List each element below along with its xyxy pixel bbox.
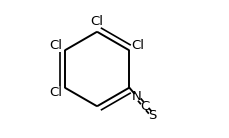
Text: Cl: Cl: [49, 39, 63, 52]
Text: Cl: Cl: [90, 15, 103, 28]
Text: C: C: [139, 99, 149, 113]
Text: Cl: Cl: [131, 39, 144, 52]
Text: S: S: [148, 109, 156, 122]
Text: N: N: [131, 90, 141, 103]
Text: Cl: Cl: [49, 86, 63, 99]
